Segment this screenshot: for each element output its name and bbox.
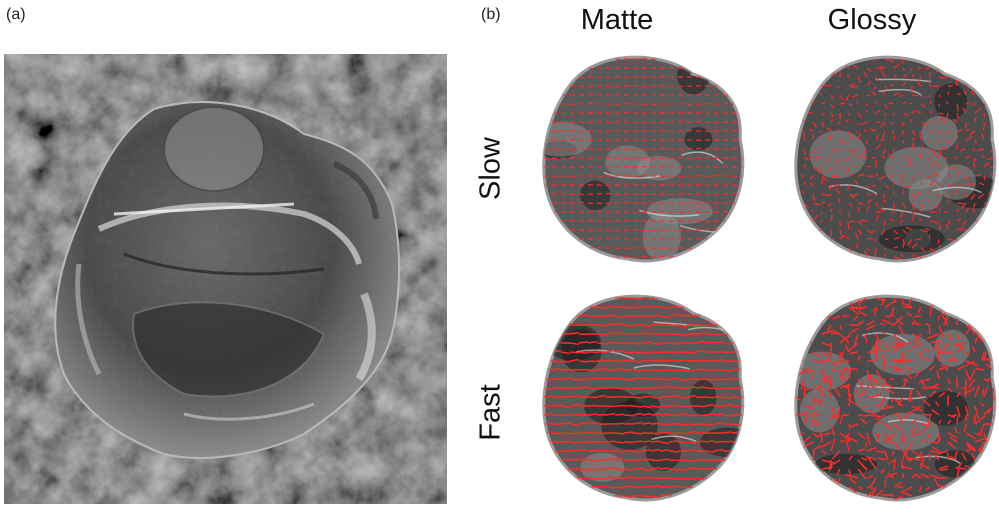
row-heading-fast: Fast xyxy=(475,353,508,473)
glossy-object-image xyxy=(4,54,447,504)
matte-slow-flow-image xyxy=(528,44,758,274)
glossy-fast-flow-image xyxy=(780,283,999,513)
matte-fast-flow-image xyxy=(528,283,758,513)
panel-label-b: (b) xyxy=(481,6,501,24)
panel-label-a: (a) xyxy=(6,6,26,24)
glossy-slow-flow-image xyxy=(780,44,999,274)
column-heading-glossy: Glossy xyxy=(782,4,962,37)
column-heading-matte: Matte xyxy=(527,4,707,37)
row-heading-slow: Slow xyxy=(475,109,508,229)
